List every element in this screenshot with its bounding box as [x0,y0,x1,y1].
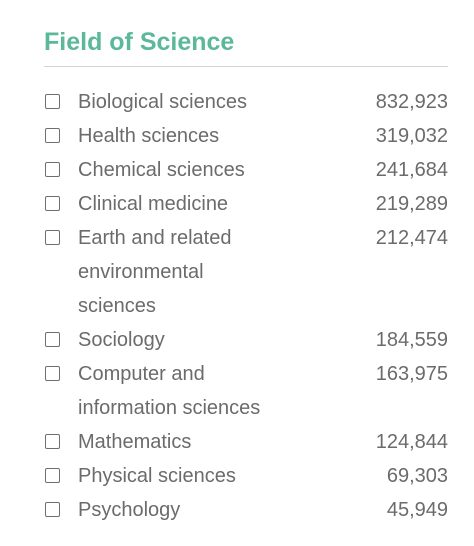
facet-divider [44,66,448,67]
facet-item-physical-sciences[interactable]: Physical sciences 69,303 [44,459,448,493]
facet-item-clinical-medicine[interactable]: Clinical medicine 219,289 [44,187,448,221]
facet-item-count: 124,844 [375,431,448,453]
checkbox-icon[interactable] [45,366,60,381]
facet-item-earth-sciences[interactable]: Earth and related environmental sciences… [44,221,448,323]
facet-item-count: 319,032 [375,125,448,147]
field-of-science-facet: Field of Science Biological sciences 832… [44,22,448,527]
facet-item-count: 212,474 [375,227,448,249]
facet-item-count: 241,684 [375,159,448,181]
checkbox-icon[interactable] [45,468,60,483]
facet-item-count: 219,289 [375,193,448,215]
checkbox-icon[interactable] [45,94,60,109]
checkbox-icon[interactable] [45,128,60,143]
facet-item-biological-sciences[interactable]: Biological sciences 832,923 [44,85,448,119]
facet-item-label[interactable]: Health sciences [78,125,220,147]
facet-item-count: 45,949 [386,499,448,521]
checkbox-icon[interactable] [45,434,60,449]
facet-item-computer-sciences[interactable]: Computer and information sciences 163,97… [44,357,448,425]
facet-title: Field of Science [44,28,235,56]
facet-item-label[interactable]: Chemical sciences [78,159,245,181]
checkbox-icon[interactable] [45,162,60,177]
facet-item-count: 163,975 [375,363,448,385]
facet-item-label[interactable]: Biological sciences [78,91,247,113]
facet-item-sociology[interactable]: Sociology 184,559 [44,323,448,357]
facet-item-label[interactable]: Computer and information sciences [78,363,261,419]
facet-item-label[interactable]: Mathematics [78,431,192,453]
facet-item-chemical-sciences[interactable]: Chemical sciences 241,684 [44,153,448,187]
facet-item-mathematics[interactable]: Mathematics 124,844 [44,425,448,459]
facet-item-label[interactable]: Psychology [78,499,181,521]
facet-list: Biological sciences 832,923 Health scien… [44,85,448,527]
facet-item-label[interactable]: Earth and related environmental sciences [78,227,232,317]
facet-item-label[interactable]: Clinical medicine [78,193,229,215]
facet-item-count: 184,559 [375,329,448,351]
checkbox-icon[interactable] [45,196,60,211]
facet-item-label[interactable]: Physical sciences [78,465,236,487]
facet-item-count: 69,303 [386,465,448,487]
facet-item-count: 832,923 [375,91,448,113]
checkbox-icon[interactable] [45,332,60,347]
facet-item-label[interactable]: Sociology [78,329,165,351]
checkbox-icon[interactable] [45,230,60,245]
checkbox-icon[interactable] [45,502,60,517]
facet-item-psychology[interactable]: Psychology 45,949 [44,493,448,527]
facet-item-health-sciences[interactable]: Health sciences 319,032 [44,119,448,153]
